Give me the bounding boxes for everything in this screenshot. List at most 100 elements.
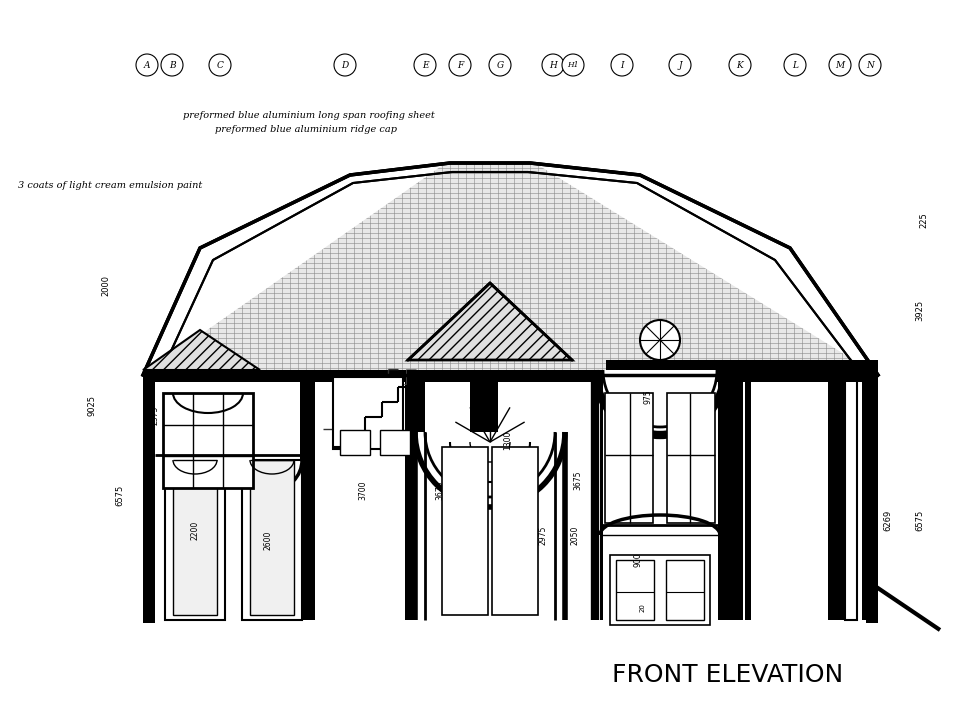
Text: J: J (678, 60, 682, 69)
Circle shape (640, 320, 680, 360)
Polygon shape (0, 160, 143, 380)
Bar (718, 375, 743, 620)
Polygon shape (143, 0, 878, 163)
Text: 975: 975 (643, 389, 653, 404)
Bar (163, 393, 253, 488)
Bar (143, 370, 878, 382)
Text: 2000: 2000 (301, 450, 309, 469)
Circle shape (414, 54, 436, 76)
Text: preformed blue aluminium long span roofing sheet: preformed blue aluminium long span roofi… (183, 110, 435, 120)
Polygon shape (143, 330, 260, 370)
Bar (745, 375, 751, 620)
Text: 6575: 6575 (916, 509, 924, 530)
Text: 3675: 3675 (573, 470, 583, 490)
Text: 2000: 2000 (101, 275, 111, 295)
Text: preformed blue aluminium ridge cap: preformed blue aluminium ridge cap (215, 125, 397, 135)
Bar (666, 560, 704, 620)
Bar (600, 375, 615, 620)
Text: H1: H1 (567, 61, 579, 69)
Text: B: B (168, 60, 175, 69)
Bar (380, 430, 410, 455)
Text: 3700: 3700 (358, 480, 368, 500)
Text: M: M (836, 60, 845, 69)
Bar (470, 375, 498, 620)
Text: 3 coats of light cream emulsion paint: 3 coats of light cream emulsion paint (18, 181, 202, 190)
Circle shape (489, 54, 511, 76)
Polygon shape (408, 283, 572, 360)
Text: E: E (421, 60, 428, 69)
Polygon shape (530, 160, 878, 375)
Bar (165, 460, 225, 620)
Text: 9025: 9025 (88, 394, 96, 416)
Text: 20: 20 (640, 603, 646, 612)
Bar (605, 393, 653, 523)
Bar (603, 370, 717, 620)
Text: H: H (549, 60, 557, 69)
Circle shape (542, 54, 564, 76)
Text: 2375: 2375 (151, 405, 160, 425)
Text: 6575: 6575 (116, 484, 125, 506)
Bar (415, 432, 565, 620)
Bar (667, 393, 715, 523)
Bar (173, 460, 217, 615)
Polygon shape (0, 0, 143, 380)
Text: 6269: 6269 (883, 509, 892, 530)
Text: K: K (737, 60, 743, 69)
Text: FRONT ELEVATION: FRONT ELEVATION (612, 663, 844, 687)
Circle shape (209, 54, 231, 76)
Text: 225: 225 (919, 212, 928, 228)
Circle shape (334, 54, 356, 76)
Circle shape (611, 54, 633, 76)
Text: 2600: 2600 (264, 530, 272, 549)
Text: 2050: 2050 (570, 525, 580, 544)
Bar (405, 375, 425, 620)
Bar (845, 375, 857, 620)
Circle shape (729, 54, 751, 76)
Bar (242, 460, 302, 620)
Text: I: I (620, 60, 624, 69)
Polygon shape (878, 160, 973, 380)
Text: 2200: 2200 (191, 520, 199, 539)
Text: 2975: 2975 (538, 525, 548, 544)
Text: 1300: 1300 (503, 430, 513, 450)
Text: 900: 900 (633, 553, 642, 567)
Text: 3675: 3675 (436, 480, 445, 500)
Bar (0, 375, 973, 708)
Text: L: L (792, 60, 798, 69)
Bar (442, 447, 488, 615)
Circle shape (859, 54, 881, 76)
Bar (250, 460, 294, 615)
Bar (828, 375, 844, 620)
Bar (606, 360, 878, 372)
Bar (300, 375, 315, 620)
Bar (143, 375, 155, 623)
Bar (333, 377, 403, 449)
Bar (492, 447, 538, 615)
Bar (305, 375, 317, 620)
Text: C: C (217, 60, 224, 69)
Circle shape (829, 54, 851, 76)
Bar (610, 555, 710, 625)
Bar (143, 375, 315, 387)
Text: D: D (342, 60, 348, 69)
Circle shape (449, 54, 471, 76)
Circle shape (136, 54, 158, 76)
Polygon shape (143, 163, 878, 375)
Circle shape (669, 54, 691, 76)
Bar (340, 430, 370, 455)
Bar (616, 560, 654, 620)
Text: A: A (144, 60, 150, 69)
Text: G: G (496, 60, 504, 69)
Text: 3925: 3925 (916, 299, 924, 321)
Bar (143, 375, 153, 620)
Circle shape (562, 54, 584, 76)
Bar (143, 375, 878, 620)
Bar (866, 375, 878, 623)
Circle shape (784, 54, 806, 76)
Bar (143, 375, 153, 620)
Text: N: N (866, 60, 874, 69)
Polygon shape (143, 160, 450, 375)
Polygon shape (878, 0, 973, 380)
Text: F: F (457, 60, 463, 69)
Bar (862, 375, 878, 620)
